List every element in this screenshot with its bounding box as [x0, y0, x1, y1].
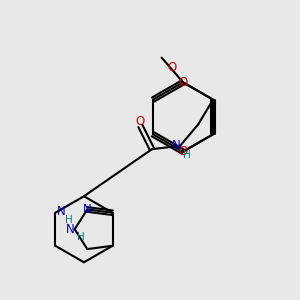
Text: N: N: [66, 223, 75, 236]
Text: H: H: [183, 150, 191, 160]
Text: H: H: [77, 232, 85, 242]
Text: O: O: [136, 115, 145, 128]
Text: O: O: [178, 145, 188, 158]
Text: O: O: [178, 76, 188, 89]
Text: N: N: [57, 205, 66, 218]
Text: N: N: [172, 140, 181, 152]
Text: H: H: [65, 215, 73, 225]
Text: N: N: [83, 203, 92, 216]
Text: O: O: [168, 61, 177, 74]
